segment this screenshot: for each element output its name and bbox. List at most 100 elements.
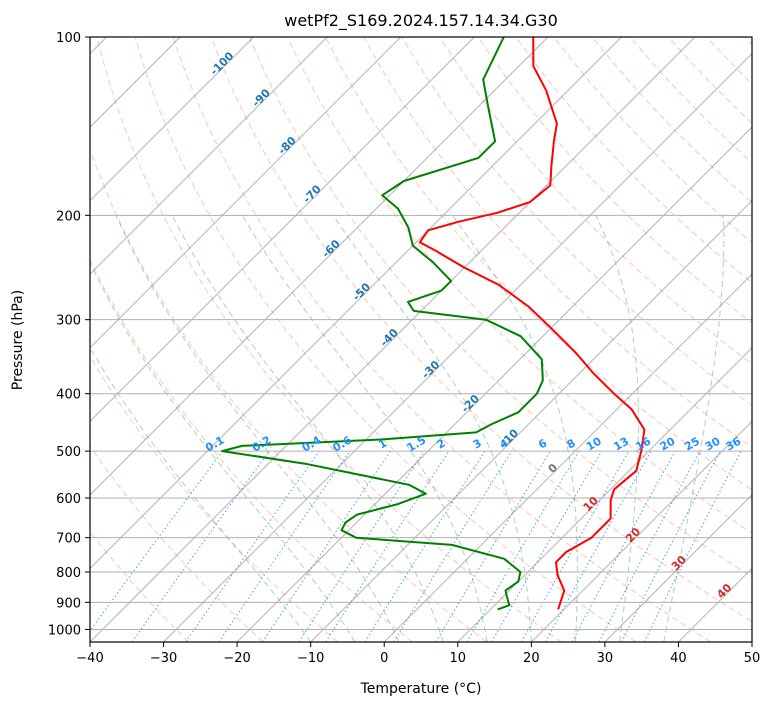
dry-adiabat [744, 37, 752, 46]
y-tick-label: 700 [56, 532, 81, 547]
axes: −40 −30 −20 −10 0 10 20 30 40 50 100 200 300 400 500 60… [48, 31, 760, 666]
mixing-ratio-line [393, 450, 513, 642]
warm-adiabat-label: 40 [714, 581, 734, 601]
y-tick-label: 800 [56, 566, 81, 581]
dry-adiabat [134, 37, 637, 642]
isotherm-line [90, 37, 402, 349]
dewpoint-profile [221, 37, 544, 611]
x-tick-label: −30 [150, 651, 177, 666]
mixing-ratio-line [262, 450, 391, 642]
dry-adiabat-label: -20 [459, 392, 482, 415]
dry-adiabat-label: -80 [276, 134, 299, 157]
dry-adiabat [210, 37, 752, 623]
isotherm-line [90, 37, 475, 423]
mixing-ratio-line [571, 450, 676, 642]
isotherm-line [530, 420, 752, 642]
warm-adiabat-label: 20 [623, 525, 643, 545]
moist-adiabat [332, 215, 532, 642]
moist-adiabat [90, 346, 312, 642]
dry-adiabat [96, 37, 562, 642]
isotherm-line [163, 52, 752, 642]
dry-adiabat-label: -100 [208, 49, 237, 78]
mixing-ratio-line [545, 450, 652, 642]
mixing-ratio-line [131, 450, 270, 642]
mixing-ratio-label: 3 [471, 437, 484, 452]
plot-frame [89, 36, 753, 643]
isotherm-line [90, 37, 622, 570]
x-tick-label: −40 [76, 651, 103, 666]
y-tick-label: 100 [56, 31, 81, 46]
dry-adiabat [325, 37, 752, 491]
isotherm-line [90, 37, 328, 275]
sounding-profiles [221, 37, 646, 611]
x-tick-label: 40 [670, 651, 687, 666]
mixing-ratio-line [466, 450, 580, 642]
y-tick-label: 200 [56, 209, 81, 224]
dry-adiabat [90, 148, 488, 642]
moist-adiabat [595, 215, 639, 642]
moist-adiabat [663, 215, 725, 642]
mixing-ratio-line [598, 450, 701, 642]
y-tick-label: 900 [56, 596, 81, 611]
dry-adiabat-label: -70 [301, 182, 324, 205]
y-axis-label: Pressure (hPa) [10, 290, 26, 390]
y-tick-label: 600 [56, 492, 81, 507]
isotherm-line [90, 37, 255, 202]
isotherm-line [678, 567, 752, 642]
dry-adiabat [439, 37, 752, 365]
x-tick-label: 0 [380, 651, 388, 666]
y-tick-label: 300 [56, 314, 81, 329]
x-tick-label: 30 [597, 651, 614, 666]
x-tick-label: 20 [523, 651, 540, 666]
isotherm-line [604, 494, 752, 642]
isotherm-line [90, 37, 696, 642]
x-tick-label: −20 [223, 651, 250, 666]
moist-adiabat [451, 215, 578, 642]
mixing-ratio-line [298, 450, 425, 642]
dry-adiabat-label: -50 [350, 280, 373, 303]
isotherm-line [383, 273, 752, 642]
y-tick-label: 1000 [48, 623, 81, 638]
isotherm-line [236, 126, 752, 642]
x-tick-label: 50 [744, 651, 761, 666]
moist-adiabat [171, 215, 444, 642]
mixing-ratio-line [521, 450, 630, 642]
mixing-ratio-label: 2 [435, 437, 448, 452]
dry-adiabat [90, 445, 264, 642]
x-axis-label: Temperature (°C) [360, 681, 482, 697]
mixing-ratio-line [218, 450, 351, 642]
mixing-ratio-line [325, 450, 450, 642]
mixing-ratio-line [643, 450, 742, 642]
dry-adiabat-label: -60 [319, 237, 342, 260]
dry-adiabat [629, 37, 752, 164]
dry-adiabat [90, 258, 413, 642]
moist-adiabat [115, 215, 400, 642]
mixing-ratio-label: 8 [565, 437, 578, 452]
dry-adiabat-label: -90 [250, 86, 273, 109]
dry-adiabat [515, 37, 752, 284]
mixing-ratio-line [435, 450, 551, 642]
mixing-ratio-line [185, 450, 320, 642]
dry-adiabat [286, 37, 752, 534]
dry-adiabat [706, 37, 752, 85]
isotherm-line [90, 37, 549, 496]
y-tick-label: 400 [56, 388, 81, 403]
chart-title: wetPf2_S169.2024.157.14.34.G30 [284, 11, 558, 31]
dry-adiabat [553, 37, 752, 244]
dry-adiabat [248, 37, 752, 578]
moist-adiabat [90, 261, 356, 642]
dry-adiabat [591, 37, 752, 204]
temperature-profile [418, 37, 646, 610]
x-tick-label: −10 [297, 651, 324, 666]
mixing-ratio-line [90, 450, 223, 632]
dry-adiabat-label: -40 [378, 326, 401, 349]
dry-adiabat [90, 531, 190, 642]
y-tick-label: 500 [56, 445, 81, 460]
x-tick-label: 10 [450, 651, 467, 666]
dry-adiabat [90, 355, 339, 642]
isotherm-line [751, 641, 752, 642]
mixing-ratio-label: 6 [536, 436, 549, 451]
warm-adiabat-label: 10 [581, 494, 601, 514]
dry-adiabat [172, 37, 712, 642]
